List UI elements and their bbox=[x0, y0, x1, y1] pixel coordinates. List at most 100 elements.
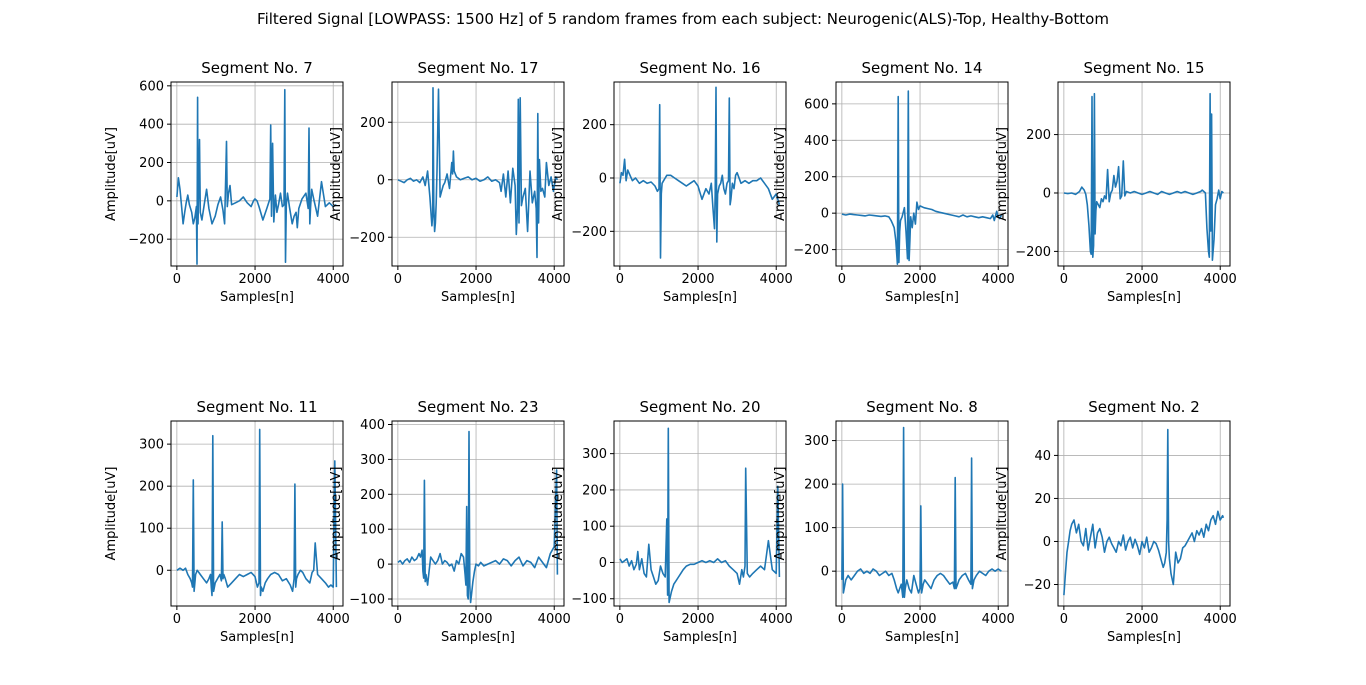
x-tick-label: 0 bbox=[616, 612, 624, 627]
y-tick-label: 400 bbox=[139, 118, 164, 133]
y-tick-label: 600 bbox=[139, 79, 164, 94]
x-tick-label: 4000 bbox=[1204, 612, 1237, 627]
y-tick-label: 300 bbox=[804, 434, 829, 449]
x-tick-label: 0 bbox=[394, 272, 402, 287]
subplot-title: Segment No. 8 bbox=[866, 398, 977, 416]
y-tick-label: 0 bbox=[599, 556, 607, 571]
x-tick-label: 4000 bbox=[760, 612, 793, 627]
y-tick-label: 0 bbox=[156, 564, 164, 579]
x-tick-label: 0 bbox=[173, 612, 181, 627]
x-tick-label: 4000 bbox=[317, 612, 350, 627]
subplot-title: Segment No. 15 bbox=[1083, 59, 1204, 77]
signal-line bbox=[176, 88, 337, 265]
signal-line bbox=[619, 427, 781, 604]
y-axis-label: Amplitude[uV] bbox=[104, 467, 119, 561]
axes-frame bbox=[391, 81, 565, 267]
signal-line bbox=[619, 86, 781, 259]
signal-line bbox=[1063, 92, 1224, 262]
x-tick-label: 4000 bbox=[538, 612, 571, 627]
y-tick-label: −200 bbox=[1015, 245, 1051, 260]
x-axis-label: Samples[n] bbox=[1107, 630, 1181, 645]
x-tick-label: 4000 bbox=[982, 612, 1015, 627]
axes-frame bbox=[391, 420, 565, 607]
y-tick-label: 200 bbox=[139, 480, 164, 495]
x-tick-label: 0 bbox=[838, 612, 846, 627]
x-tick-label: 4000 bbox=[538, 272, 571, 287]
x-axis-label: Samples[n] bbox=[220, 630, 294, 645]
subplot-7: 0 2000 4000 −100 0 100 200 300 400 Segment No. 23… bbox=[329, 398, 571, 645]
y-tick-label: 200 bbox=[582, 483, 607, 498]
y-tick-label: −100 bbox=[349, 593, 385, 608]
y-tick-label: 0 bbox=[1043, 186, 1051, 201]
signal-line bbox=[1063, 428, 1225, 596]
y-tick-label: 600 bbox=[804, 97, 829, 112]
x-tick-label: 2000 bbox=[903, 272, 936, 287]
axes-frame bbox=[835, 420, 1009, 607]
subplot-title: Segment No. 20 bbox=[639, 398, 760, 416]
subplot-title: Segment No. 17 bbox=[417, 59, 538, 77]
x-tick-label: 2000 bbox=[238, 612, 271, 627]
y-tick-label: 200 bbox=[139, 156, 164, 171]
x-tick-label: 0 bbox=[394, 612, 402, 627]
y-axis-label: Amplitude[uV] bbox=[773, 467, 788, 561]
x-tick-label: 2000 bbox=[459, 272, 492, 287]
subplot-5: 0 2000 4000 −200 0 200 Segment No. 15 Samples[n… bbox=[995, 59, 1237, 305]
x-axis-label: Samples[n] bbox=[441, 290, 515, 305]
x-tick-label: 4000 bbox=[1204, 272, 1237, 287]
y-tick-label: 100 bbox=[804, 521, 829, 536]
y-tick-label: 200 bbox=[804, 170, 829, 185]
x-axis-label: Samples[n] bbox=[1107, 290, 1181, 305]
y-axis-label: Amplitude[uV] bbox=[995, 467, 1010, 561]
y-tick-label: 0 bbox=[156, 194, 164, 209]
y-tick-label: 100 bbox=[139, 522, 164, 537]
figure-suptitle: Filtered Signal [LOWPASS: 1500 Hz] of 5 … bbox=[257, 10, 1109, 28]
y-tick-label: 40 bbox=[1034, 449, 1051, 464]
y-tick-label: 200 bbox=[360, 116, 385, 131]
y-tick-label: 100 bbox=[360, 523, 385, 538]
y-tick-label: 20 bbox=[1034, 492, 1051, 507]
x-axis-label: Samples[n] bbox=[441, 630, 515, 645]
y-tick-label: −100 bbox=[571, 592, 607, 607]
x-tick-label: 2000 bbox=[1125, 272, 1158, 287]
subplot-2: 0 2000 4000 −200 0 200 Segment No. 17 Samples[n… bbox=[329, 59, 571, 305]
y-tick-label: −200 bbox=[571, 225, 607, 240]
y-tick-label: 0 bbox=[1043, 535, 1051, 550]
y-tick-label: 100 bbox=[582, 520, 607, 535]
axes-frame bbox=[170, 420, 344, 607]
y-axis-label: Amplitude[uV] bbox=[551, 127, 566, 221]
signal-line bbox=[397, 87, 559, 259]
axes-frame bbox=[613, 81, 787, 267]
subplot-6: 0 2000 4000 0 100 200 300 Segment No. 11 Samples… bbox=[104, 398, 350, 645]
x-tick-label: 0 bbox=[1060, 612, 1068, 627]
axes-frame bbox=[1057, 420, 1231, 607]
x-axis-label: Samples[n] bbox=[220, 290, 294, 305]
signal-line bbox=[841, 426, 1002, 599]
y-axis-label: Amplitude[uV] bbox=[995, 127, 1010, 221]
y-axis-label: Amplitude[uV] bbox=[329, 127, 344, 221]
y-axis-label: Amplitude[uV] bbox=[551, 467, 566, 561]
subplot-title: Segment No. 7 bbox=[201, 59, 312, 77]
signal-line bbox=[176, 428, 338, 597]
y-tick-label: 0 bbox=[377, 173, 385, 188]
y-axis-label: Amplitude[uV] bbox=[773, 127, 788, 221]
y-axis-label: Amplitude[uV] bbox=[104, 127, 119, 221]
y-tick-label: 200 bbox=[360, 488, 385, 503]
subplot-3: 0 2000 4000 −200 0 200 Segment No. 16 Samples[n… bbox=[551, 59, 793, 305]
x-tick-label: 2000 bbox=[903, 612, 936, 627]
subplot-title: Segment No. 14 bbox=[861, 59, 982, 77]
x-tick-label: 0 bbox=[616, 272, 624, 287]
subplot-9: 0 2000 4000 0 100 200 300 Segment No. 8 Samples[… bbox=[773, 398, 1015, 645]
subplot-title: Segment No. 11 bbox=[196, 398, 317, 416]
x-axis-label: Samples[n] bbox=[663, 290, 737, 305]
subplot-title: Segment No. 2 bbox=[1088, 398, 1199, 416]
y-tick-label: 0 bbox=[821, 207, 829, 222]
x-tick-label: 0 bbox=[173, 272, 181, 287]
x-tick-label: 2000 bbox=[681, 612, 714, 627]
y-tick-label: 200 bbox=[582, 118, 607, 133]
y-tick-label: 200 bbox=[804, 478, 829, 493]
y-tick-label: 300 bbox=[360, 453, 385, 468]
x-axis-label: Samples[n] bbox=[663, 630, 737, 645]
x-tick-label: 2000 bbox=[1125, 612, 1158, 627]
